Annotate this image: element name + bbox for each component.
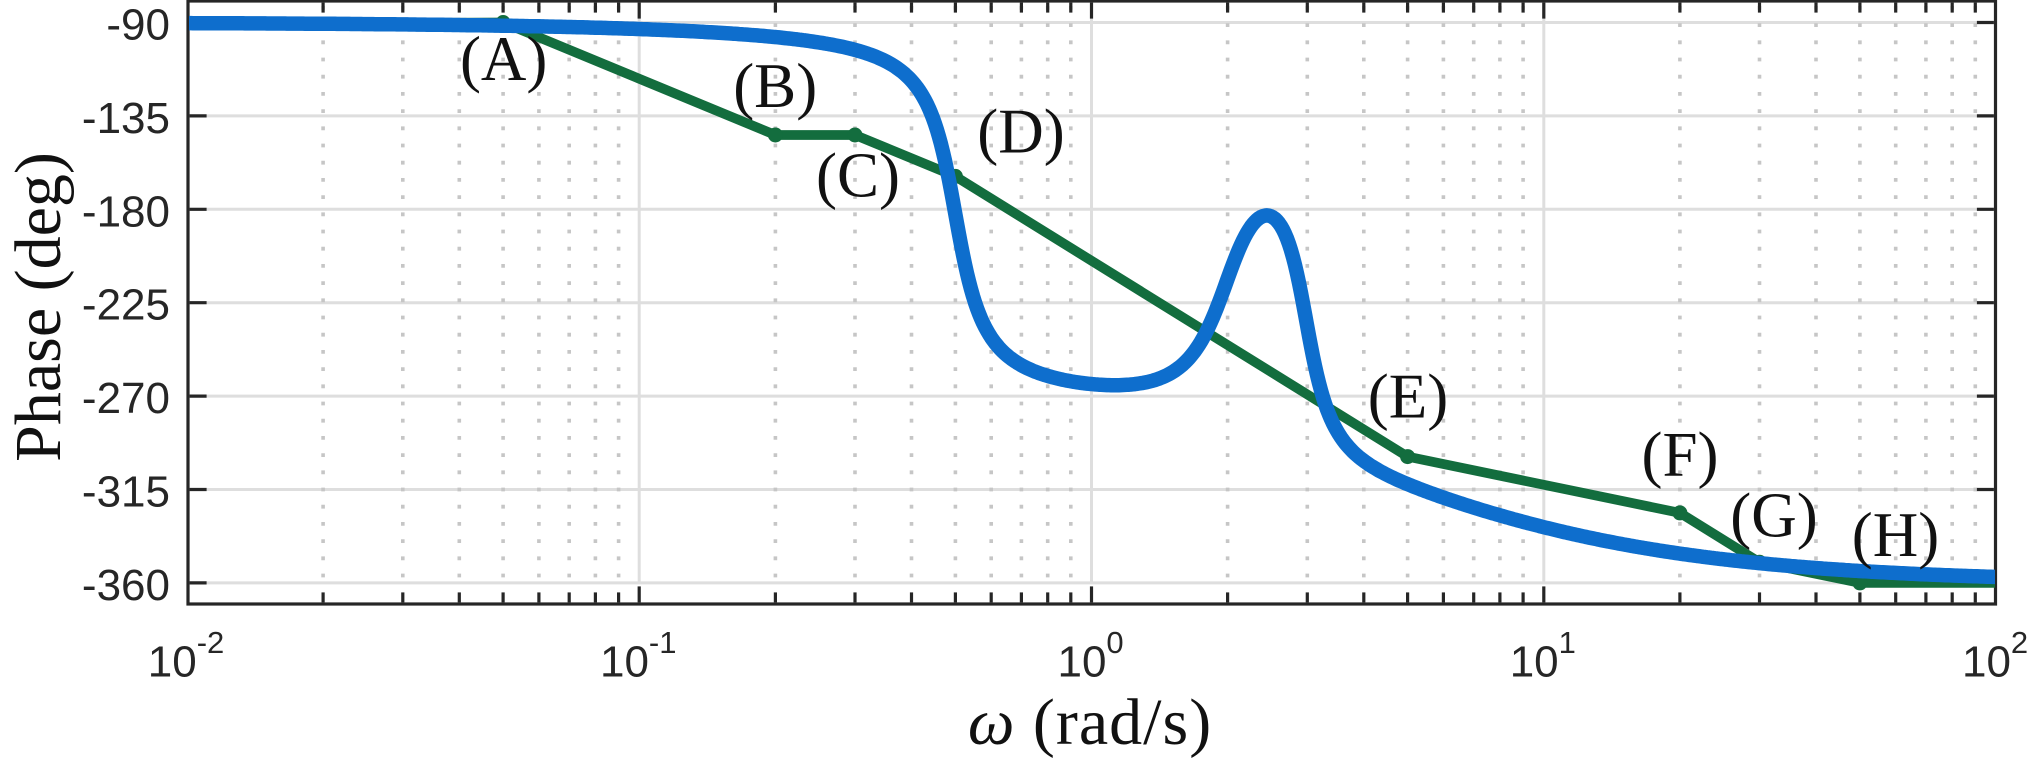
svg-text:2: 2 xyxy=(2011,625,2028,660)
svg-text:-1: -1 xyxy=(649,625,677,660)
svg-text:0: 0 xyxy=(1106,625,1123,660)
svg-text:-225: -225 xyxy=(82,281,170,330)
svg-text:10: 10 xyxy=(1510,638,1559,687)
svg-text:(C): (C) xyxy=(816,141,900,211)
svg-text:Phase (deg): Phase (deg) xyxy=(2,152,75,462)
svg-text:10: 10 xyxy=(600,638,649,687)
svg-text:(A): (A) xyxy=(460,24,547,94)
svg-text:(G): (G) xyxy=(1730,481,1817,551)
svg-text:1: 1 xyxy=(1559,625,1576,660)
svg-text:(H): (H) xyxy=(1852,500,1939,570)
svg-text:-90: -90 xyxy=(106,1,170,50)
svg-text:-135: -135 xyxy=(82,94,170,143)
svg-text:-360: -360 xyxy=(82,561,170,610)
svg-text:(B): (B) xyxy=(733,51,817,121)
svg-text:10: 10 xyxy=(1962,638,2011,687)
svg-text:ω (rad/s): ω (rad/s) xyxy=(968,686,1212,758)
svg-text:10: 10 xyxy=(1058,638,1107,687)
svg-text:-270: -270 xyxy=(82,374,170,423)
svg-text:-180: -180 xyxy=(82,187,170,236)
svg-text:(F): (F) xyxy=(1642,420,1719,490)
svg-text:10: 10 xyxy=(148,638,197,687)
svg-text:(E): (E) xyxy=(1368,362,1448,432)
svg-text:-315: -315 xyxy=(82,468,170,517)
svg-text:-2: -2 xyxy=(197,625,225,660)
svg-text:(D): (D) xyxy=(977,97,1064,167)
